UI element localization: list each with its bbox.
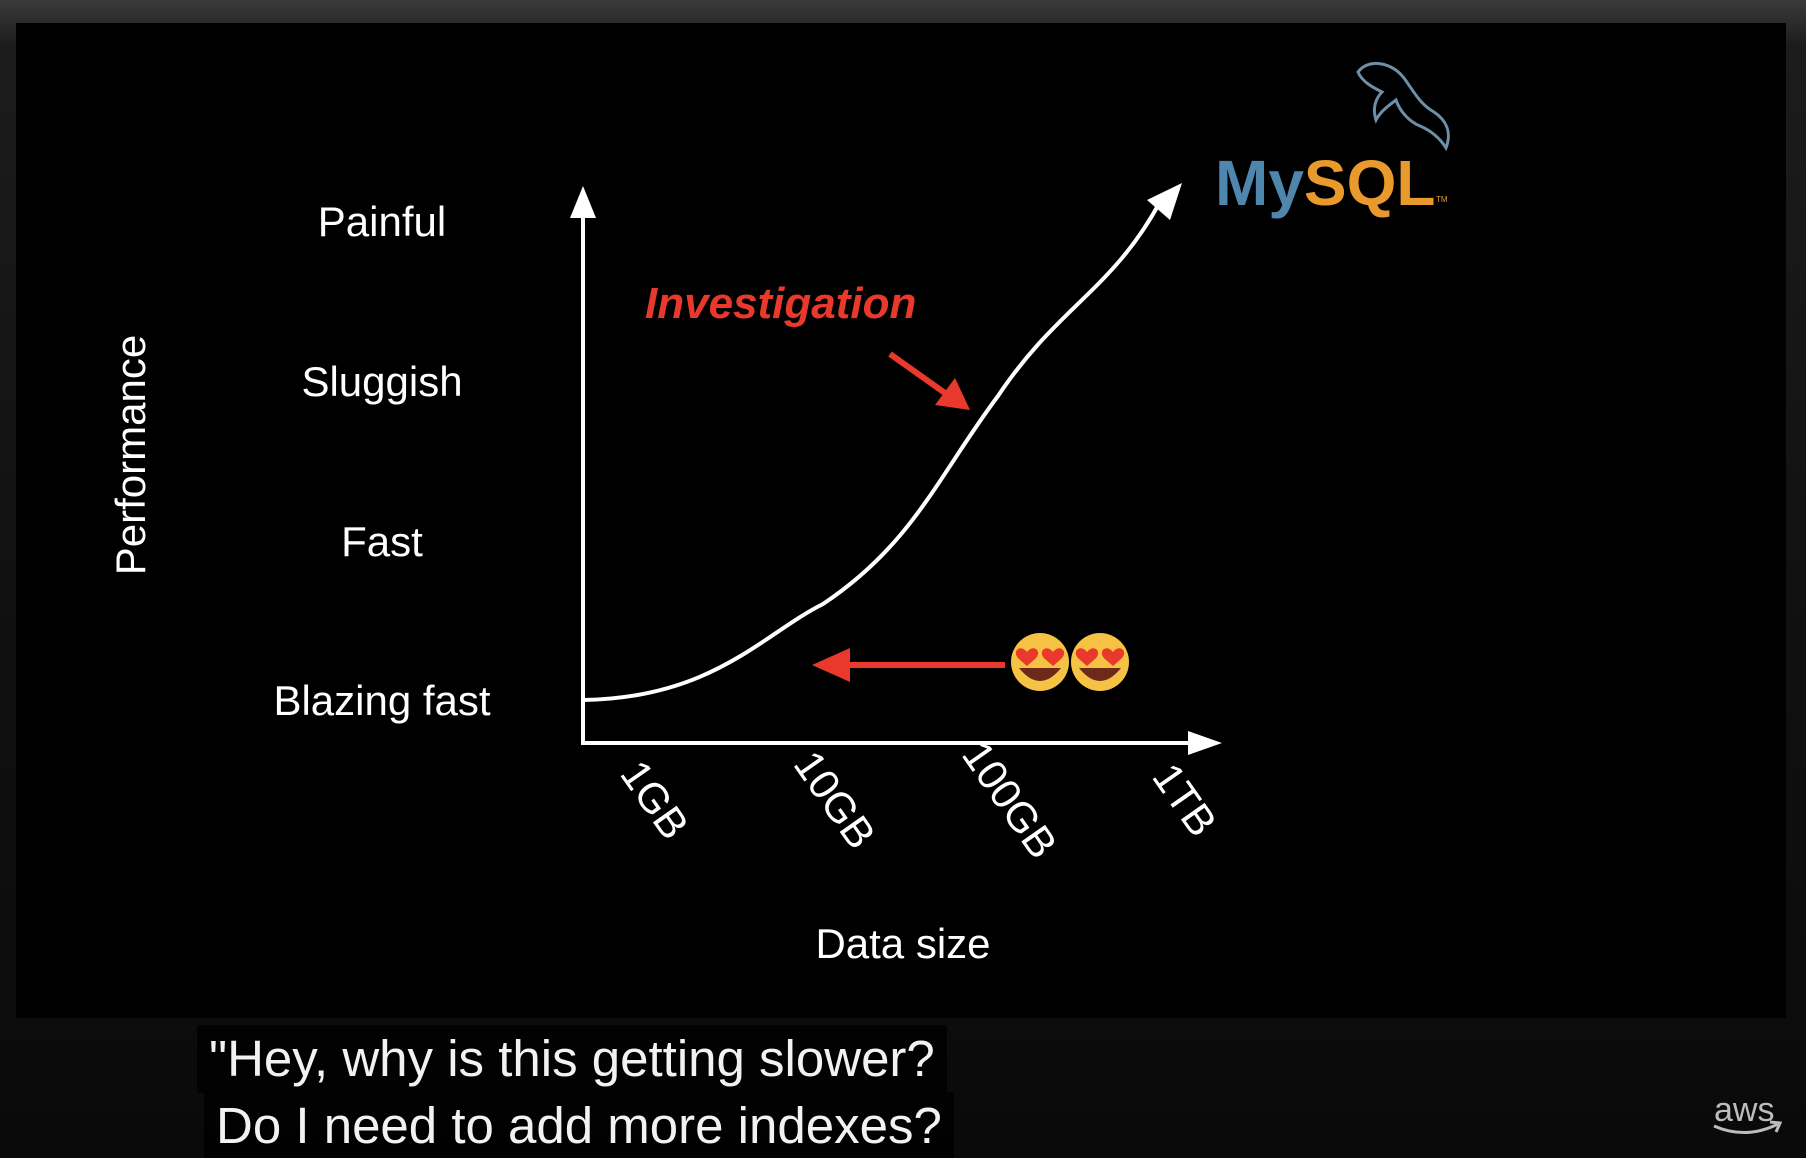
investigation-label: Investigation — [645, 279, 916, 328]
heart-eyes-emoji-1 — [1011, 633, 1069, 691]
curve-arrowhead — [1147, 183, 1182, 220]
y-tick-label: Blazing fast — [273, 677, 490, 724]
y-tick-label: Fast — [341, 518, 423, 565]
mysql-sql-text: SQL — [1304, 147, 1436, 219]
aws-logo: aws — [1708, 1092, 1788, 1136]
y-axis-title: Performance — [107, 335, 154, 575]
dolphin-icon — [1356, 62, 1450, 152]
slide — [16, 23, 1786, 1018]
x-tick-label: 10GB — [785, 742, 885, 857]
y-tick-label: Sluggish — [301, 358, 462, 405]
mysql-logo: MySQL TM — [1215, 62, 1450, 219]
subtitle-line-1: "Hey, why is this getting slower? — [197, 1025, 947, 1093]
left-arrowhead — [812, 648, 850, 682]
x-tick-label: 1TB — [1144, 755, 1227, 845]
aws-smile-icon — [1713, 1120, 1783, 1135]
y-tick-label: Painful — [318, 198, 446, 245]
y-axis-arrowhead — [570, 186, 596, 218]
investigation-arrow-line — [888, 351, 954, 401]
x-tick-label: 100GB — [953, 733, 1067, 867]
investigation-arrowhead — [935, 378, 970, 410]
mysql-my-text: My — [1215, 147, 1304, 219]
x-axis-arrowhead — [1188, 731, 1222, 755]
x-axis-title: Data size — [815, 920, 990, 967]
y-tick-labels: Blazing fast Fast Sluggish Painful — [273, 198, 490, 724]
x-tick-labels: 1GB 10GB 100GB 1TB — [612, 733, 1227, 867]
heart-eyes-emoji-2 — [1071, 633, 1129, 691]
aws-logo-text: aws — [1714, 1091, 1775, 1129]
subtitle-line-2: Do I need to add more indexes? — [204, 1092, 954, 1158]
mysql-tm: TM — [1436, 195, 1448, 204]
performance-curve — [582, 199, 1163, 702]
x-tick-label: 1GB — [612, 752, 699, 848]
svg-text:MySQL: MySQL — [1215, 147, 1435, 219]
